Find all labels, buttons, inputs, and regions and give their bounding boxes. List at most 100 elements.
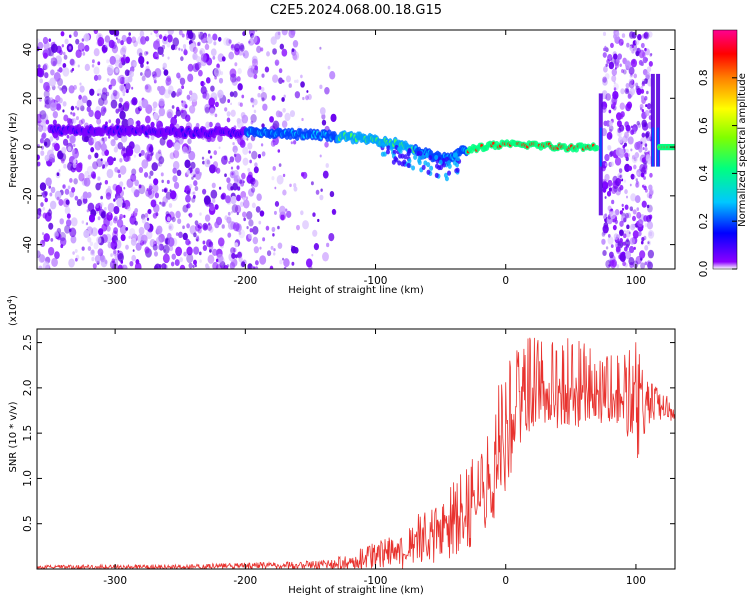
noise-blob <box>319 194 324 201</box>
noise-blob <box>175 232 179 236</box>
noise-blob <box>108 119 112 124</box>
noise-blob <box>109 260 116 269</box>
noise-blob <box>204 106 210 114</box>
noise-blob <box>248 40 251 44</box>
noise-blob <box>622 261 626 267</box>
noise-blob <box>207 254 215 264</box>
noise-blob <box>300 210 304 216</box>
noise-blob <box>214 75 217 80</box>
noise-blob <box>261 151 266 157</box>
noise-blob <box>618 133 621 137</box>
noise-blob <box>116 218 124 228</box>
noise-blob <box>92 263 97 269</box>
noise-blob <box>618 178 622 183</box>
noise-blob <box>141 217 147 224</box>
noise-blob <box>601 238 606 245</box>
noise-blob <box>226 111 231 117</box>
noise-blob <box>144 83 152 93</box>
noise-blob <box>108 211 112 216</box>
noise-blob <box>152 213 156 218</box>
noise-blob <box>262 237 266 242</box>
noise-blob <box>641 108 645 113</box>
noise-blob <box>648 194 653 199</box>
noise-blob <box>162 196 169 204</box>
noise-blob <box>128 32 132 36</box>
ridge-spread <box>386 145 391 151</box>
noise-blob <box>601 160 608 169</box>
noise-blob <box>37 154 40 161</box>
noise-blob <box>161 44 166 50</box>
noise-blob <box>271 176 275 181</box>
noise-blob <box>134 220 138 226</box>
noise-blob <box>242 197 246 201</box>
noise-blob <box>153 251 158 257</box>
noise-blob <box>122 92 126 97</box>
noise-blob <box>166 42 171 48</box>
noise-blob <box>192 191 196 195</box>
noise-blob <box>189 105 196 114</box>
noise-blob <box>37 161 41 167</box>
noise-blob <box>635 82 639 87</box>
noise-blob <box>55 235 58 240</box>
noise-blob <box>68 85 75 94</box>
noise-blob <box>119 76 126 85</box>
noise-blob <box>164 188 167 193</box>
noise-blob <box>40 145 44 150</box>
noise-blob <box>124 69 130 77</box>
noise-blob <box>616 264 620 269</box>
noise-blob <box>154 192 160 199</box>
noise-blob <box>141 159 149 169</box>
noise-blob <box>278 68 283 74</box>
noise-blob <box>633 175 636 179</box>
noise-blob <box>104 41 110 48</box>
noise-blob <box>632 230 639 239</box>
noise-blob <box>330 113 337 123</box>
noise-blob <box>75 162 83 173</box>
noise-blob <box>185 194 191 203</box>
noise-blob <box>640 85 644 90</box>
noise-blob <box>72 163 77 169</box>
noise-blob <box>293 140 297 145</box>
noise-blob <box>139 30 145 38</box>
spectrogram-xtick-label: 0 <box>502 275 509 287</box>
noise-blob <box>628 66 635 75</box>
noise-blob <box>647 261 653 269</box>
noise-blob <box>206 57 213 66</box>
noise-blob <box>647 204 653 213</box>
noise-blob <box>615 147 622 157</box>
noise-blob <box>122 202 126 208</box>
noise-blob <box>282 107 286 113</box>
noise-blob <box>292 51 300 61</box>
ridge-spread <box>428 155 433 161</box>
noise-blob <box>644 48 650 56</box>
noise-blob <box>69 178 73 183</box>
noise-blob <box>91 249 95 255</box>
noise-blob <box>329 70 336 80</box>
noise-blob <box>626 42 630 48</box>
noise-blob <box>250 114 257 123</box>
noise-blob <box>329 190 335 198</box>
noise-blob <box>621 33 626 38</box>
noise-blob <box>603 120 608 127</box>
noise-blob <box>54 251 60 260</box>
noise-blob <box>630 193 637 202</box>
noise-blob <box>68 34 72 39</box>
noise-blob <box>221 56 226 62</box>
noise-blob <box>109 55 117 65</box>
noise-blob <box>151 162 158 172</box>
noise-blob <box>69 135 76 144</box>
noise-blob <box>176 72 181 79</box>
noise-blob <box>116 75 122 83</box>
noise-blob <box>619 253 626 262</box>
noise-blob <box>73 84 77 90</box>
noise-blob <box>294 79 297 83</box>
noise-blob <box>210 85 215 92</box>
noise-blob <box>150 32 153 36</box>
noise-blob <box>158 243 164 251</box>
noise-blob <box>112 217 118 224</box>
noise-blob <box>615 188 621 196</box>
noise-blob <box>248 65 254 73</box>
noise-blob <box>94 141 102 151</box>
noise-blob <box>293 186 298 192</box>
noise-blob <box>631 154 638 164</box>
